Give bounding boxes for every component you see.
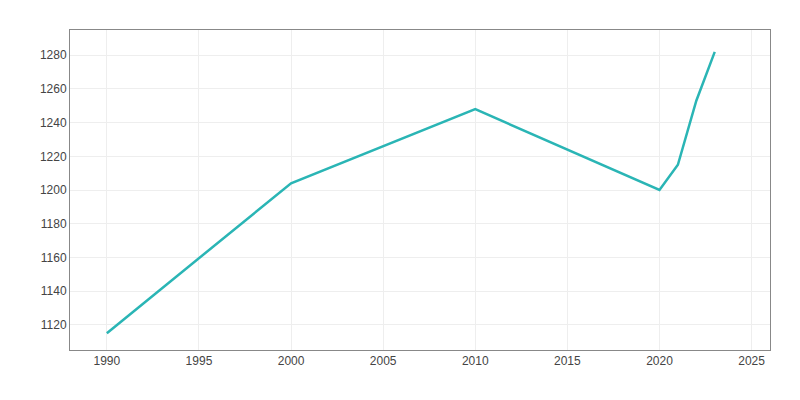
svg-text:1220: 1220 xyxy=(40,150,67,164)
svg-text:1260: 1260 xyxy=(40,82,67,96)
svg-text:1990: 1990 xyxy=(93,354,120,368)
svg-text:1120: 1120 xyxy=(41,318,67,332)
svg-text:2015: 2015 xyxy=(554,354,581,368)
svg-text:1280: 1280 xyxy=(40,48,67,62)
svg-text:2010: 2010 xyxy=(462,354,489,368)
svg-text:2020: 2020 xyxy=(646,354,673,368)
svg-text:2005: 2005 xyxy=(370,354,397,368)
svg-text:2000: 2000 xyxy=(278,354,305,368)
svg-text:1995: 1995 xyxy=(186,354,213,368)
svg-text:2025: 2025 xyxy=(738,354,765,368)
svg-text:1180: 1180 xyxy=(41,217,67,231)
svg-text:1140: 1140 xyxy=(41,284,67,298)
svg-text:1240: 1240 xyxy=(40,116,67,130)
svg-text:1160: 1160 xyxy=(41,251,67,265)
svg-text:1200: 1200 xyxy=(40,183,67,197)
